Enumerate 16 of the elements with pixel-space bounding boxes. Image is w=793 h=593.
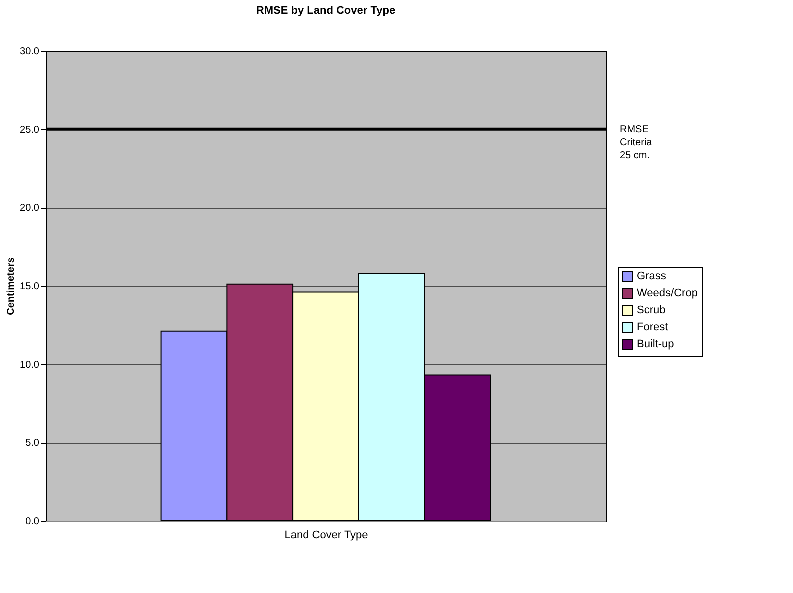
y-tick-label: 25.0 [20, 124, 40, 136]
y-tick-label: 30.0 [20, 46, 40, 58]
y-tick-label: 5.0 [26, 438, 40, 450]
y-tick-label: 20.0 [20, 203, 40, 214]
x-axis-title: Land Cover Type [284, 530, 368, 542]
legend-label: Grass [637, 270, 667, 282]
ref-line-label: RMSE Criteria 25 cm. [620, 124, 653, 162]
legend-label: Forest [637, 322, 668, 334]
y-tick-label: 10.0 [20, 360, 40, 371]
chart-title: RMSE by Land Cover Type [256, 5, 396, 17]
legend-label: Scrub [637, 304, 666, 316]
y-tick-label: 0.0 [26, 516, 40, 528]
legend-label: Built-up [637, 338, 674, 350]
legend-label: Weeds/Crop [637, 288, 698, 300]
y-tick-label: 15.0 [20, 282, 40, 292]
y-axis-title: Centimeters [6, 257, 18, 316]
